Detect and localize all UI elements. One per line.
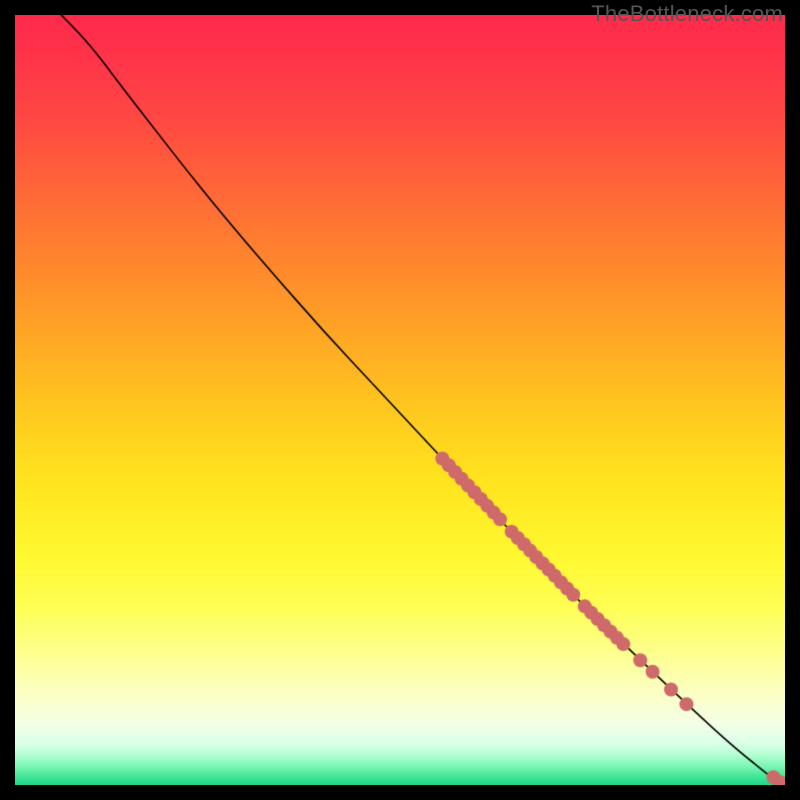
bottleneck-chart (15, 15, 785, 785)
stage: TheBottleneck.com (0, 0, 800, 800)
watermark-text: TheBottleneck.com (591, 1, 783, 27)
